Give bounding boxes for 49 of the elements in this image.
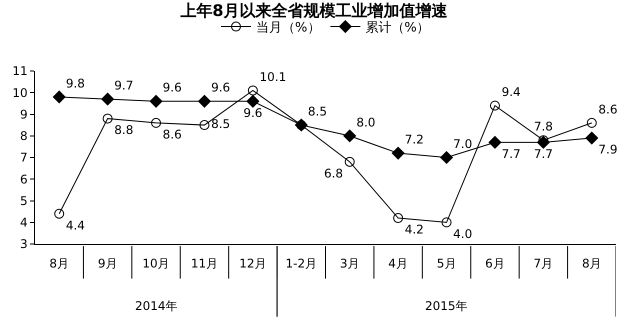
y-tick-label: 6 bbox=[20, 172, 28, 186]
x-tick-label: 4月 bbox=[388, 256, 408, 270]
y-tick-label: 7 bbox=[20, 150, 28, 165]
data-label: 4.2 bbox=[404, 222, 424, 237]
x-tick-label: 8月 bbox=[49, 256, 70, 270]
data-label: 8.8 bbox=[114, 123, 134, 138]
data-label: 6.8 bbox=[324, 166, 344, 180]
y-tick-label: 9 bbox=[20, 107, 28, 122]
data-label: 7.7 bbox=[534, 146, 553, 161]
legend-label: 累计（%） bbox=[365, 20, 430, 36]
y-tick-label: 10 bbox=[12, 86, 28, 100]
x-tick-label: 8月 bbox=[582, 256, 602, 270]
data-label: 8.5 bbox=[308, 104, 328, 118]
x-tick-label: 5月 bbox=[436, 256, 456, 270]
data-label: 8.5 bbox=[211, 117, 230, 132]
x-tick-label: 10月 bbox=[142, 256, 170, 270]
x-tick-label: 9月 bbox=[98, 256, 118, 270]
data-label: 8.6 bbox=[162, 128, 182, 142]
data-label: 9.6 bbox=[162, 80, 182, 95]
data-label: 9.8 bbox=[66, 76, 85, 90]
data-label: 7.7 bbox=[502, 146, 521, 161]
data-label: 7.8 bbox=[534, 120, 553, 134]
chart-title: 上年8月以来全省规模工业增加值增速 bbox=[179, 1, 449, 20]
data-label: 4.4 bbox=[66, 218, 85, 232]
x-tick-label: 11月 bbox=[190, 256, 218, 270]
data-label: 10.1 bbox=[260, 70, 286, 84]
data-label: 9.7 bbox=[114, 78, 134, 92]
data-label: 7.0 bbox=[453, 136, 472, 151]
legend-label: 当月（%） bbox=[256, 20, 320, 36]
data-label: 9.4 bbox=[502, 84, 521, 99]
data-label: 7.9 bbox=[598, 142, 618, 157]
text: 2015年 bbox=[425, 299, 468, 313]
data-label: 7.2 bbox=[404, 132, 424, 147]
y-tick-label: 8 bbox=[20, 129, 28, 144]
y-tick-label: 3 bbox=[20, 237, 28, 252]
data-label: 8.6 bbox=[598, 102, 618, 116]
x-tick-label: 6月 bbox=[485, 256, 505, 270]
y-tick-label: 4 bbox=[20, 216, 28, 230]
y-tick-label: 11 bbox=[12, 64, 28, 78]
x-tick-label: 3月 bbox=[340, 256, 360, 270]
data-label: 4.0 bbox=[453, 227, 472, 242]
y-tick-label: 5 bbox=[20, 194, 28, 208]
data-label: 9.6 bbox=[243, 106, 262, 120]
x-tick-label: 12月 bbox=[239, 256, 267, 270]
data-label: 9.6 bbox=[211, 80, 230, 95]
x-tick-label: 7月 bbox=[534, 256, 554, 270]
x-tick-label: 1-2月 bbox=[285, 256, 318, 270]
text: 2014年 bbox=[135, 299, 178, 313]
data-label: 8.0 bbox=[356, 115, 376, 130]
